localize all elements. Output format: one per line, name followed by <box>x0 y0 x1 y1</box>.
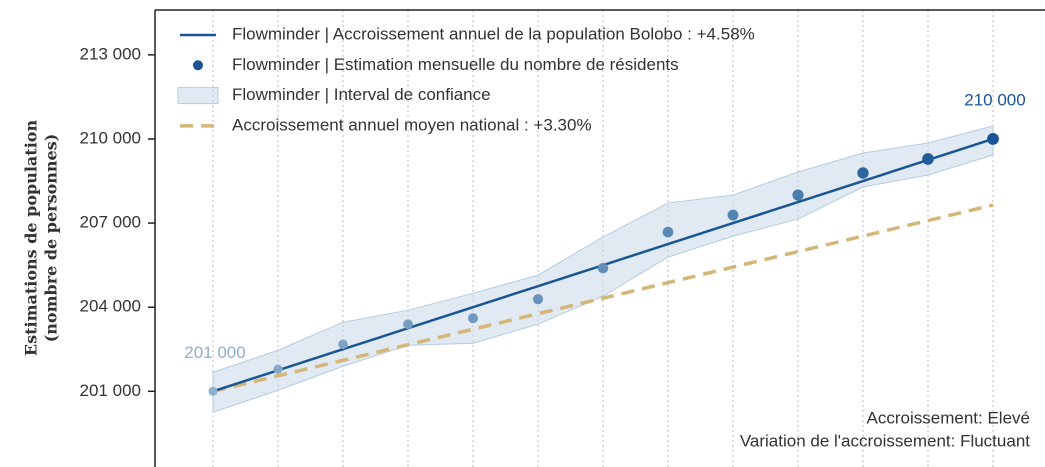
data-point <box>987 133 999 145</box>
data-point <box>468 313 478 324</box>
annotation: Accroissement: Elevé <box>867 408 1030 427</box>
data-point <box>857 167 869 179</box>
data-label: 201 000 <box>184 343 245 362</box>
data-point <box>922 153 934 165</box>
data-point <box>727 209 739 221</box>
y-tick-label: 210 000 <box>80 128 141 147</box>
legend-symbol <box>177 87 219 105</box>
national-trend-line <box>212 203 994 394</box>
y-tick-label: 201 000 <box>80 381 141 400</box>
y-axis-label: Estimations de population <box>22 120 41 357</box>
legend-label: Accroissement annuel moyen national : +3… <box>232 115 592 134</box>
y-tick-label: 204 000 <box>80 297 141 316</box>
data-point <box>208 386 218 396</box>
y-tick-label: 207 000 <box>80 213 141 232</box>
data-point <box>403 319 413 330</box>
data-point <box>597 262 609 274</box>
legend-label: Flowminder | Accroissement annuel de la … <box>232 24 755 43</box>
data-point <box>532 294 544 305</box>
data-point <box>662 226 674 238</box>
data-label: 210 000 <box>964 90 1025 109</box>
legend-symbol <box>193 60 203 71</box>
legend-label: Flowminder | Estimation mensuelle du nom… <box>232 55 679 74</box>
data-point <box>273 364 283 374</box>
data-point <box>792 189 804 201</box>
data-point <box>338 339 348 349</box>
y-axis-label: (nombre de personnes) <box>42 134 61 343</box>
y-tick-label: 213 000 <box>80 44 141 63</box>
legend-label: Flowminder | Interval de confiance <box>232 85 491 104</box>
annotation: Variation de l'accroissement: Fluctuant <box>740 431 1030 450</box>
